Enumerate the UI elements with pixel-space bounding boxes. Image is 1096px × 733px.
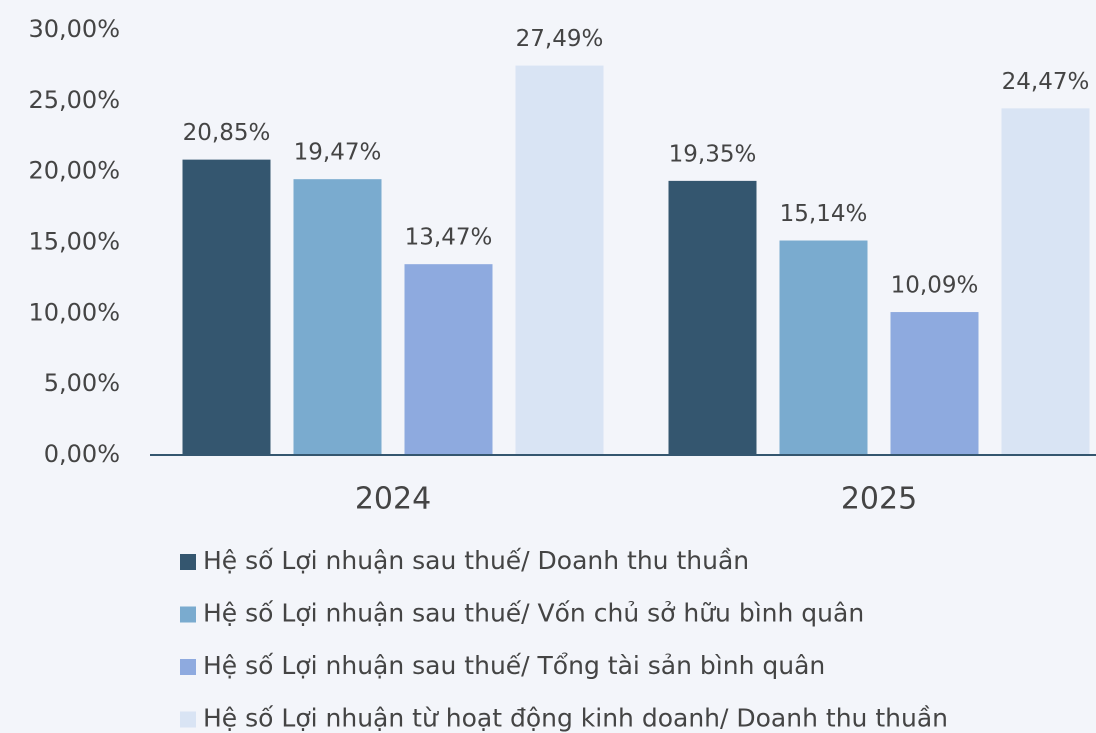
data-label: 15,14% [780,201,868,227]
legend-label: Hệ số Lợi nhuận sau thuế/ Vốn chủ sở hữu… [203,599,864,628]
bar [1001,108,1090,455]
y-tick-label: 0,00% [44,440,120,468]
y-tick-label: 25,00% [28,86,120,114]
bar [293,179,382,456]
x-tick-label: 2025 [841,482,917,517]
data-label: 13,47% [405,225,493,251]
bar [404,264,493,455]
y-tick-label: 20,00% [28,157,120,185]
legend-label: Hệ số Lợi nhuận sau thuế/ Tổng tài sản b… [203,651,825,680]
y-tick-label: 30,00% [28,15,120,43]
bar [890,312,979,455]
bar [182,159,271,455]
y-tick-label: 15,00% [28,228,120,256]
data-label: 20,85% [183,120,271,146]
legend-swatch [180,606,196,623]
y-tick-label: 5,00% [44,369,120,397]
data-label: 27,49% [516,26,604,52]
bar [515,65,604,455]
data-label: 10,09% [891,273,979,299]
bar [668,180,757,455]
legend-swatch [180,711,196,728]
legend-label: Hệ số Lợi nhuận sau thuế/ Doanh thu thuầ… [203,546,749,575]
y-tick-label: 10,00% [28,298,120,326]
data-label: 19,35% [669,141,757,167]
data-label: 24,47% [1002,69,1090,95]
legend-swatch [180,554,196,570]
bar [779,240,868,455]
data-label: 19,47% [294,140,382,166]
legend-swatch [180,659,196,675]
x-tick-label: 2024 [355,482,431,517]
legend-label: Hệ số Lợi nhuận từ hoạt động kinh doanh/… [203,704,948,733]
